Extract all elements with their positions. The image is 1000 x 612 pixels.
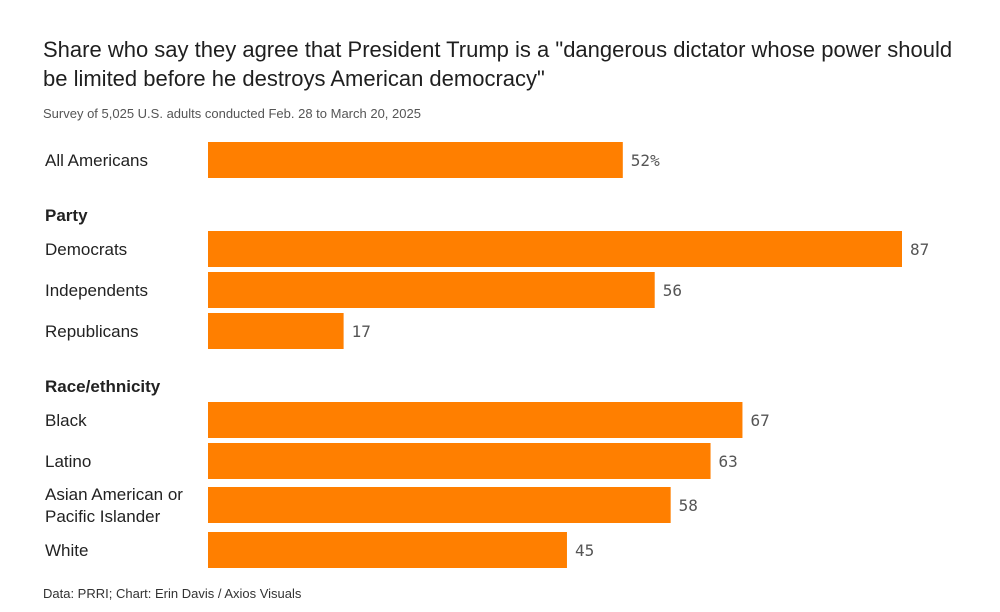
value-label: 63 — [719, 452, 738, 471]
value-label: 45 — [575, 541, 594, 560]
group-label: Party — [45, 206, 88, 225]
bar — [208, 231, 902, 267]
chart-source-credit: Data: PRRI; Chart: Erin Davis / Axios Vi… — [43, 586, 302, 601]
value-label: 56 — [663, 281, 682, 300]
bar — [208, 487, 671, 523]
category-label: Republicans — [45, 322, 139, 341]
category-label: All Americans — [45, 151, 148, 170]
category-label: Asian American or Pacific Islander — [45, 485, 183, 526]
category-label: Independents — [45, 281, 148, 300]
bar — [208, 272, 655, 308]
value-label: 52% — [631, 151, 660, 170]
bar — [208, 402, 743, 438]
category-label: White — [45, 541, 88, 560]
value-label: 87 — [910, 240, 929, 259]
value-label: 67 — [750, 411, 769, 430]
category-label: Black — [45, 411, 87, 430]
value-label: 58 — [679, 496, 698, 515]
bar — [208, 443, 711, 479]
chart-title: Share who say they agree that President … — [43, 37, 953, 91]
category-label: Latino — [45, 452, 91, 471]
category-label: Democrats — [45, 240, 127, 259]
bar — [208, 532, 567, 568]
bar — [208, 142, 623, 178]
group-label: Race/ethnicity — [45, 377, 161, 396]
bar — [208, 313, 344, 349]
value-label: 17 — [352, 322, 371, 341]
chart-subtitle: Survey of 5,025 U.S. adults conducted Fe… — [43, 106, 421, 121]
